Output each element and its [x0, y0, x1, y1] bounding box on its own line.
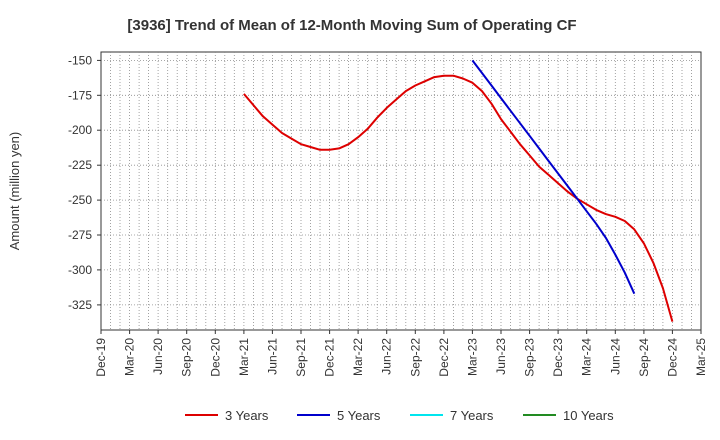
legend-label: 10 Years [563, 408, 614, 423]
series-line-5-years [471, 59, 636, 295]
x-tick-label: Dec-23 [551, 338, 565, 377]
y-axis: -150 -175 -200 -225 -250 -275 -300 -325 [68, 53, 101, 312]
legend-label: 3 Years [225, 408, 269, 423]
grid-lines [101, 52, 701, 330]
x-tick-label: Dec-24 [665, 338, 679, 377]
y-tick-label: -275 [68, 228, 92, 242]
x-tick-label: Mar-22 [351, 338, 365, 376]
legend-label: 7 Years [450, 408, 494, 423]
x-axis: Dec-19 Mar-20 Jun-20 Sep-20 Dec-20 Mar-21 Jun-… [94, 330, 708, 377]
series-lines [243, 59, 674, 322]
x-tick-label: Mar-24 [580, 338, 594, 376]
plot-area [100, 51, 702, 331]
chart-title: [3936] Trend of Mean of 12-Month Moving … [127, 17, 576, 34]
x-tick-label: Dec-20 [208, 338, 222, 377]
x-tick-label: Sep-22 [408, 338, 422, 377]
x-tick-label: Mar-20 [123, 338, 137, 376]
series-line-3-years [243, 74, 674, 322]
x-tick-label: Jun-21 [265, 338, 279, 375]
y-tick-label: -225 [68, 158, 92, 172]
x-tick-label: Mar-23 [465, 338, 479, 376]
x-tick-label: Mar-21 [237, 338, 251, 376]
y-axis-label: Amount (million yen) [7, 132, 22, 251]
x-tick-label: Jun-20 [151, 338, 165, 375]
y-tick-label: -325 [68, 298, 92, 312]
x-tick-label: Sep-21 [294, 338, 308, 377]
y-tick-label: -300 [68, 263, 92, 277]
x-tick-label: Jun-24 [608, 338, 622, 375]
y-tick-label: -250 [68, 193, 92, 207]
x-tick-label: Sep-24 [637, 338, 651, 377]
x-tick-label: Jun-22 [380, 338, 394, 375]
y-tick-label: -200 [68, 123, 92, 137]
x-tick-label: Dec-19 [94, 338, 108, 377]
legend-label: 5 Years [337, 408, 381, 423]
x-tick-label: Dec-21 [323, 338, 337, 377]
y-tick-label: -175 [68, 88, 92, 102]
legend: 3 Years 5 Years 7 Years 10 Years [185, 408, 614, 423]
x-tick-label: Jun-23 [494, 338, 508, 375]
x-tick-label: Dec-22 [437, 338, 451, 377]
x-tick-label: Mar-25 [694, 338, 708, 376]
x-tick-label: Sep-23 [523, 338, 537, 377]
y-tick-label: -150 [68, 53, 92, 67]
x-tick-label: Sep-20 [180, 338, 194, 377]
